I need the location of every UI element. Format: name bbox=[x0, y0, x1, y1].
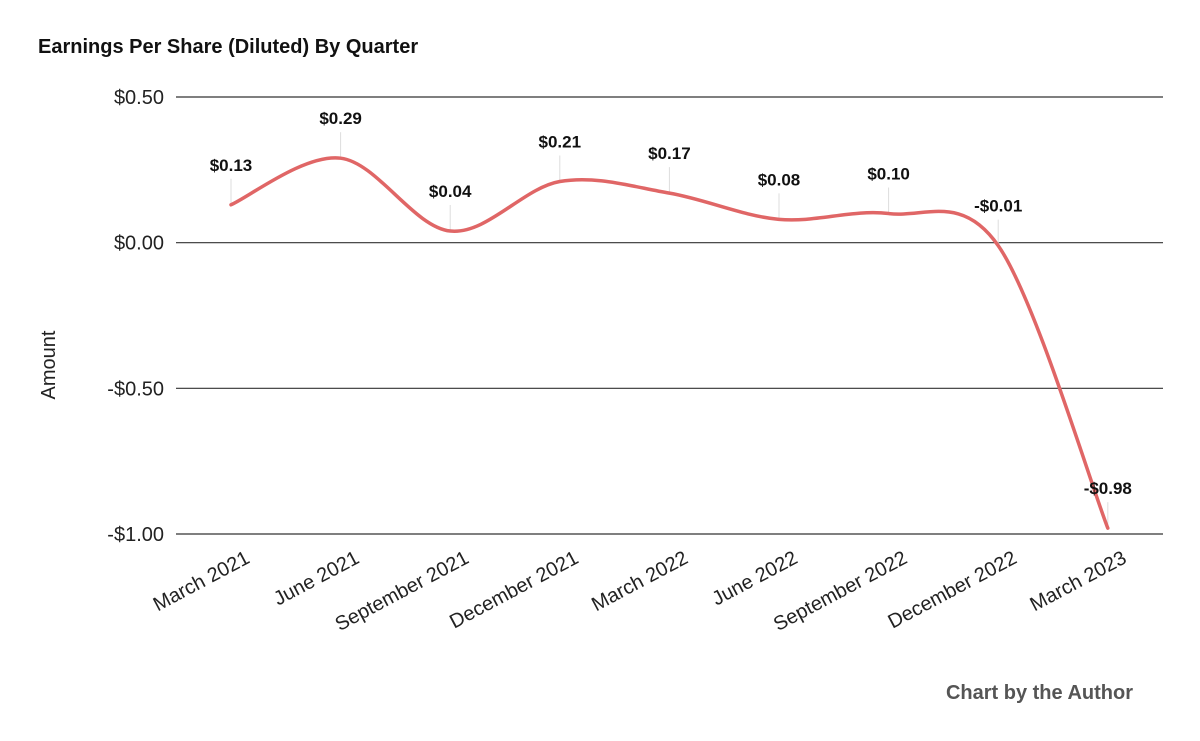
data-label: $0.17 bbox=[648, 144, 691, 163]
x-tick-label: June 2022 bbox=[709, 547, 802, 610]
y-tick-labels: $0.50 $0.00 -$0.50 -$1.00 bbox=[107, 87, 164, 546]
y-tick-label: -$1.00 bbox=[107, 524, 164, 546]
x-tick-label: March 2022 bbox=[588, 547, 692, 616]
data-label: $0.29 bbox=[319, 109, 362, 128]
data-label: -$0.98 bbox=[1084, 479, 1132, 498]
y-tick-label: $0.00 bbox=[114, 233, 164, 255]
y-tick-label: -$0.50 bbox=[107, 378, 164, 400]
y-tick-label: $0.50 bbox=[114, 87, 164, 109]
x-tick-label: March 2023 bbox=[1027, 547, 1131, 616]
data-labels: $0.13 $0.29 $0.04 $0.21 $0.17 $0.08 $0.10 -$0.0… bbox=[210, 109, 1132, 498]
data-label: -$0.01 bbox=[974, 197, 1022, 216]
data-label: $0.08 bbox=[758, 170, 801, 189]
chart-credit: Chart by the Author bbox=[946, 682, 1133, 704]
y-axis-title: Amount bbox=[38, 330, 60, 399]
data-label: $0.04 bbox=[429, 182, 472, 201]
series-line bbox=[229, 156, 1110, 530]
label-leader-lines bbox=[230, 132, 1109, 529]
data-label: $0.10 bbox=[867, 165, 910, 184]
data-label: $0.21 bbox=[539, 132, 582, 151]
x-tick-label: March 2021 bbox=[150, 547, 254, 616]
chart-title: Earnings Per Share (Diluted) By Quarter bbox=[38, 36, 419, 58]
gridlines bbox=[176, 96, 1163, 535]
x-tick-label: June 2021 bbox=[270, 547, 363, 610]
data-label: $0.13 bbox=[210, 156, 253, 175]
